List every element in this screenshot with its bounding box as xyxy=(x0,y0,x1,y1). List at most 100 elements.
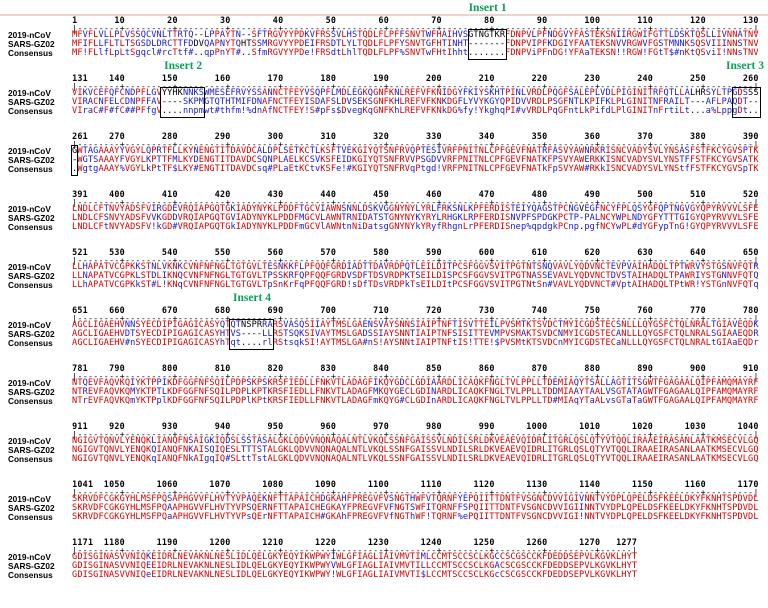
ruler-numbers-row: 651 660 670 680 690 700 710 720 730 740 … xyxy=(72,305,759,315)
row-label-consensus: Consensus xyxy=(8,48,53,58)
row-label-2019-ncov: 2019-nCoV xyxy=(8,320,51,330)
sequence-row-sars-gz02: -WGTSAAAYFVGYLKPTTFMLKYDENGTITDAVDCSQNPL… xyxy=(72,155,759,165)
alignment-block: 911 920 930 940 950 960 970 980 990 1000… xyxy=(0,422,768,480)
alignment-block: 781 790 800 810 820 830 840 850 860 870 … xyxy=(0,364,768,422)
alignment-block: 1041 1050 1060 1070 1080 1090 1100 1110 … xyxy=(0,480,768,538)
sequence-row-sars-gz02: NGIGVTQNVLYENQKQIANQFNKAISQIQESLTTTSTALG… xyxy=(72,445,759,455)
row-label-2019-ncov: 2019-nCoV xyxy=(8,552,51,562)
ruler-tick-row: |--------+---------+---------+---------+… xyxy=(72,81,759,91)
sequence-row-sars-gz02: AGCLIGAEHVDTSYECDIPIGAGICASYHTVS----LLRS… xyxy=(72,329,759,339)
insert-box xyxy=(467,29,507,60)
insert-annotation-label: Insert 4 xyxy=(232,292,271,304)
ruler-numbers-row: 911 920 930 940 950 960 970 980 990 1000… xyxy=(72,421,759,431)
insert-annotation-label: Insert 1 xyxy=(468,2,507,14)
ruler-tick-row: |--------+---------+---------+---------+… xyxy=(72,313,759,323)
row-label-consensus: Consensus xyxy=(8,280,53,290)
insert-box xyxy=(229,319,274,350)
ruler-tick-row: |--------+---------+---------+---------+… xyxy=(72,429,759,439)
row-label-2019-ncov: 2019-nCoV xyxy=(8,204,51,214)
consensus-row: GDISGINASVVNIQeEIDRLNEVAKNLNESLIDLQELGKY… xyxy=(72,570,638,580)
row-label-sars-gz02: SARS-GZ02 xyxy=(8,97,55,107)
row-label-2019-ncov: 2019-nCoV xyxy=(8,146,51,156)
alignment-block: 651 660 670 680 690 700 710 720 730 740 … xyxy=(0,306,768,364)
sequence-row-2019-ncov: MFVFLVLLPLVSSQCVNLTTRTQ--LPPAYTN--SFTRGV… xyxy=(72,30,759,40)
consensus-row: SKRVDFCGKGYHLMSFPQaAPHGVVFLHVTYVPsQErNFT… xyxy=(72,512,759,522)
consensus-row: NTrEVFAQVKQmYKTPplKDFGGFNFSQILPDPlKPtKRS… xyxy=(72,396,759,406)
sequence-row-2019-ncov: NGIGVTQNVLYENQKLIANQFNSAIGKIQDSLSSTASALG… xyxy=(72,436,759,446)
row-label-2019-ncov: 2019-nCoV xyxy=(8,378,51,388)
sequence-row-2019-ncov: GWTAGAAAYYVGYLQPRTFLLKYNENGTITDAVDCALDPL… xyxy=(72,146,759,156)
ruler-tick-row: |--------+---------+---------+---------+… xyxy=(72,545,637,555)
row-label-2019-ncov: 2019-nCoV xyxy=(8,262,51,272)
ruler-numbers-row: 781 790 800 810 820 830 840 850 860 870 … xyxy=(72,363,759,373)
row-label-consensus: Consensus xyxy=(8,570,53,580)
sequence-row-sars-gz02: LLNAPATVCGPKLSTDLIKNQCVNFNFNGLTGTGVLTPSS… xyxy=(72,271,759,281)
alignment-block: 131 140 150 160 170 180 190 200 210 220 … xyxy=(0,74,768,132)
ruler-numbers-row: 131 140 150 160 170 180 190 200 210 220 … xyxy=(72,73,759,83)
consensus-row: .WgtgAAAY%VGYLkPtTF$LKY#ENGTITDAVDCsq#PL… xyxy=(72,164,759,174)
consensus-row: LNDLCFtNVYADSFV!kGD#VRQIAPGQTGkIADYNYKLP… xyxy=(72,222,759,232)
row-label-2019-ncov: 2019-nCoV xyxy=(8,88,51,98)
insert-box xyxy=(70,145,78,176)
row-label-consensus: Consensus xyxy=(8,454,53,464)
row-label-consensus: Consensus xyxy=(8,338,53,348)
alignment-block: 1171 1180 1190 1200 1210 1220 1230 1240 … xyxy=(0,538,768,596)
alignment-block: 261 270 280 290 300 310 320 330 340 350 … xyxy=(0,132,768,190)
sequence-row-2019-ncov: VIKVCEFQFCNDPFLGVYYHKNNKSWMESEFRVYSSANNC… xyxy=(72,88,759,98)
row-label-consensus: Consensus xyxy=(8,396,53,406)
consensus-row: LLhAPATVCGPKkST#L!KNqCVNFNFNGLTGTGVLTpSn… xyxy=(72,280,759,290)
ruler-numbers-row: 1171 1180 1190 1200 1210 1220 1230 1240 … xyxy=(72,537,637,547)
sequence-row-2019-ncov: LNDLCFTNVYADSFVIRGDEVRQIAPGQTGKIADYNYKLP… xyxy=(72,204,759,214)
row-label-sars-gz02: SARS-GZ02 xyxy=(8,561,55,571)
row-label-sars-gz02: SARS-GZ02 xyxy=(8,271,55,281)
row-label-2019-ncov: 2019-nCoV xyxy=(8,494,51,504)
row-label-consensus: Consensus xyxy=(8,164,53,174)
sequence-row-2019-ncov: GDISGINASVVNIQKEIDRLNEVAKNLNESLIDLQELGKY… xyxy=(72,552,638,562)
insert-box xyxy=(732,87,761,118)
sequence-row-2019-ncov: AGCLIGAEHVNNSYECDIPIGAGICASYQTQTNSPRRARS… xyxy=(72,320,759,330)
ruler-numbers-row: 521 530 540 550 560 570 580 590 600 610 … xyxy=(72,247,759,257)
alignment-block: 1 10 20 30 40 50 60 70 80 90 100 110 120… xyxy=(0,16,768,74)
row-label-sars-gz02: SARS-GZ02 xyxy=(8,503,55,513)
top-divider-line xyxy=(0,14,768,16)
ruler-numbers-row: 261 270 280 290 300 310 320 330 340 350 … xyxy=(72,131,759,141)
row-label-sars-gz02: SARS-GZ02 xyxy=(8,213,55,223)
row-label-sars-gz02: SARS-GZ02 xyxy=(8,445,55,455)
ruler-tick-row: |--------+---------+---------+---------+… xyxy=(72,255,759,265)
insert-annotation-label: Insert 2 xyxy=(164,60,203,72)
ruler-tick-row: |--------+---------+---------+---------+… xyxy=(72,23,759,33)
ruler-tick-row: |--------+---------+---------+---------+… xyxy=(72,487,759,497)
ruler-numbers-row: 391 400 410 420 430 440 450 460 470 480 … xyxy=(72,189,759,199)
consensus-row: NGIGVTQNVLYENQKqIANQFNkAIgqIQ#SLttTstALG… xyxy=(72,454,759,464)
sequence-row-sars-gz02: LNDLCFSNVYADSFVVKGDDVRQIAPGQTGVIADYNYKLP… xyxy=(72,213,759,223)
row-label-consensus: Consensus xyxy=(8,512,53,522)
sequence-row-2019-ncov: LLHAPATVCGPKKSTNLVKNKCVNFNFNGLTGTGVLTESN… xyxy=(72,262,759,272)
row-label-2019-ncov: 2019-nCoV xyxy=(8,30,51,40)
consensus-row: MF!FLlfLpLtSgqcl#rcTtf#..qpPnYT#..SfmRGV… xyxy=(72,48,759,58)
row-label-sars-gz02: SARS-GZ02 xyxy=(8,155,55,165)
row-label-consensus: Consensus xyxy=(8,106,53,116)
row-label-consensus: Consensus xyxy=(8,222,53,232)
sequence-row-sars-gz02: MFIFLLFLTLTSGSDLDRCTTFDDVQAPNYTQHTSSMRGV… xyxy=(72,39,759,49)
sequence-row-2019-ncov: NTQEVFAQVKQIYKTPPIKDFGGFNFSQILPDPSKPSKRS… xyxy=(72,378,759,388)
sequence-row-2019-ncov: SKRVDFCGKGYHLMSFPQSAPHGVVFLHVTYVPAQEKNFT… xyxy=(72,494,759,504)
row-label-2019-ncov: 2019-nCoV xyxy=(8,436,51,446)
ruler-tick-row: |--------+---------+---------+---------+… xyxy=(72,371,759,381)
row-label-sars-gz02: SARS-GZ02 xyxy=(8,39,55,49)
row-label-sars-gz02: SARS-GZ02 xyxy=(8,387,55,397)
alignment-block: 391 400 410 420 430 440 450 460 470 480 … xyxy=(0,190,768,248)
insert-box xyxy=(160,87,205,118)
sequence-row-sars-gz02: VIRACNFELCDNPFFAV----SKPMGTQTHTMIFDNAFNC… xyxy=(72,97,759,107)
ruler-numbers-row: 1041 1050 1060 1070 1080 1090 1100 1110 … xyxy=(72,479,759,489)
ruler-tick-row: |--------+---------+---------+---------+… xyxy=(72,139,759,149)
consensus-row: VIraC#F#fC##PFfgV....nnpmwt#thfm!%dnAfNC… xyxy=(72,106,759,116)
row-label-sars-gz02: SARS-GZ02 xyxy=(8,329,55,339)
sequence-row-sars-gz02: NTREVFAQVKQMYKTPTLKDFGGFNFSQILPDPLKPTKRS… xyxy=(72,387,759,397)
sequence-row-sars-gz02: SKRVDFCGKGYHLMSFPQAAPHGVVFLHVTYVPSQERNFT… xyxy=(72,503,759,513)
ruler-numbers-row: 1 10 20 30 40 50 60 70 80 90 100 110 120… xyxy=(72,15,759,25)
consensus-row: AGCLIGAEHV#nSYECDIPIGAGICASYhTqt....rlRS… xyxy=(72,338,759,348)
insert-annotation-label: Insert 3 xyxy=(726,60,765,72)
alignment-block: 521 530 540 550 560 570 580 590 600 610 … xyxy=(0,248,768,306)
sequence-row-sars-gz02: GDISGINASVVNIQEEIDRLNEVAKNLNESLIDLQELGKY… xyxy=(72,561,638,571)
